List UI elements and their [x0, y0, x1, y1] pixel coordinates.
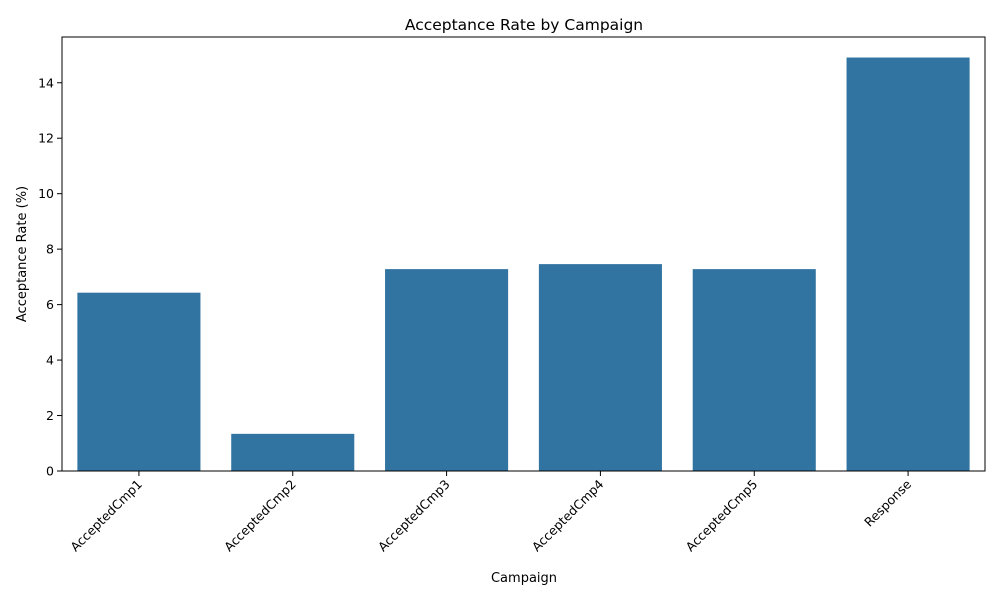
x-tick-label: AcceptedCmp4: [529, 476, 607, 554]
bar-acceptedcmp1: [77, 292, 201, 471]
x-tick-label: AcceptedCmp5: [683, 477, 761, 555]
y-tick-label: 12: [38, 131, 54, 146]
bar-acceptedcmp4: [538, 264, 662, 471]
y-tick-label: 14: [38, 75, 54, 90]
y-tick-label: 6: [46, 297, 54, 312]
bar-acceptedcmp2: [231, 433, 355, 471]
y-tick-label: 0: [46, 464, 54, 479]
bar-acceptedcmp3: [385, 269, 509, 471]
bar-acceptedcmp5: [692, 269, 816, 471]
bars-group: [77, 57, 970, 472]
y-axis: 0 2 4 6 8 10 12 14: [38, 75, 62, 479]
x-axis: AcceptedCmp1 AcceptedCmp2 AcceptedCmp3 Acce…: [67, 471, 914, 554]
x-axis-label: Campaign: [491, 571, 557, 586]
y-tick-label: 10: [38, 186, 54, 201]
x-tick-label: AcceptedCmp2: [221, 477, 299, 555]
x-tick-label: Response: [861, 476, 914, 529]
y-tick-label: 8: [46, 242, 54, 257]
y-axis-label: Acceptance Rate (%): [15, 186, 30, 322]
y-tick-label: 2: [46, 408, 54, 423]
chart-title: Acceptance Rate by Campaign: [405, 16, 643, 34]
x-tick-label: AcceptedCmp1: [67, 477, 145, 555]
x-tick-label: AcceptedCmp3: [375, 477, 453, 555]
y-tick-label: 4: [46, 353, 54, 368]
bar-response: [846, 57, 970, 472]
plot-frame: [61, 36, 986, 472]
